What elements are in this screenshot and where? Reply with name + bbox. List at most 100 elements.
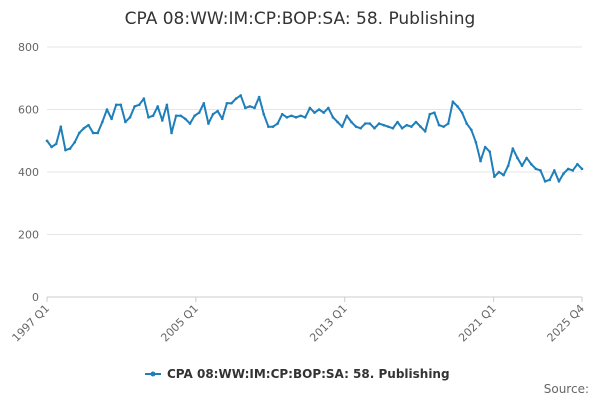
data-point[interactable]: [350, 120, 353, 124]
data-point[interactable]: [437, 123, 441, 127]
data-point[interactable]: [419, 125, 422, 128]
data-point[interactable]: [303, 116, 307, 119]
data-point[interactable]: [225, 101, 229, 105]
data-point[interactable]: [248, 105, 252, 108]
data-point[interactable]: [373, 126, 376, 130]
data-point[interactable]: [54, 142, 58, 146]
data-point[interactable]: [151, 114, 155, 118]
data-point[interactable]: [414, 120, 418, 124]
data-point[interactable]: [543, 180, 547, 183]
data-point[interactable]: [128, 116, 132, 119]
data-point[interactable]: [442, 125, 445, 128]
data-point[interactable]: [179, 114, 183, 118]
data-point[interactable]: [257, 95, 261, 99]
data-point[interactable]: [211, 112, 215, 116]
data-point[interactable]: [405, 123, 409, 127]
data-point[interactable]: [133, 105, 136, 108]
data-point[interactable]: [285, 116, 289, 119]
data-point[interactable]: [59, 125, 63, 128]
data-point[interactable]: [511, 147, 515, 150]
data-point[interactable]: [396, 120, 399, 124]
data-point[interactable]: [294, 116, 298, 119]
data-point[interactable]: [244, 106, 247, 110]
data-point[interactable]: [68, 147, 72, 150]
data-point[interactable]: [170, 131, 173, 135]
data-point[interactable]: [354, 125, 358, 128]
data-point[interactable]: [271, 125, 275, 128]
data-point[interactable]: [382, 123, 385, 127]
data-point[interactable]: [506, 164, 510, 168]
data-point[interactable]: [580, 167, 584, 171]
data-point[interactable]: [308, 106, 312, 110]
data-point[interactable]: [73, 141, 76, 144]
data-point[interactable]: [548, 178, 552, 182]
data-point[interactable]: [340, 125, 344, 128]
data-point[interactable]: [562, 172, 565, 175]
data-point[interactable]: [363, 122, 367, 125]
data-point[interactable]: [345, 114, 349, 118]
data-point[interactable]: [64, 148, 67, 152]
data-point[interactable]: [101, 120, 104, 124]
data-point[interactable]: [50, 145, 53, 149]
data-point[interactable]: [423, 130, 427, 133]
data-point[interactable]: [174, 114, 178, 118]
data-point[interactable]: [96, 131, 100, 135]
data-point[interactable]: [553, 169, 556, 172]
data-point[interactable]: [516, 156, 519, 160]
data-point[interactable]: [220, 117, 224, 121]
legend[interactable]: CPA 08:WW:IM:CP:BOP:SA: 58. Publishing: [145, 367, 450, 381]
data-point[interactable]: [322, 111, 326, 114]
data-point[interactable]: [520, 164, 524, 168]
data-point[interactable]: [433, 111, 436, 114]
data-point[interactable]: [156, 105, 159, 108]
data-point[interactable]: [239, 94, 243, 97]
data-point[interactable]: [525, 156, 528, 160]
data-point[interactable]: [276, 122, 279, 125]
data-point[interactable]: [230, 101, 233, 105]
data-point[interactable]: [299, 114, 302, 118]
data-point[interactable]: [124, 120, 127, 124]
data-point[interactable]: [147, 116, 150, 119]
data-point[interactable]: [470, 128, 473, 132]
data-point[interactable]: [114, 103, 118, 107]
data-point[interactable]: [391, 126, 395, 130]
data-point[interactable]: [488, 150, 492, 153]
data-point[interactable]: [142, 97, 146, 100]
data-point[interactable]: [410, 125, 413, 128]
data-point[interactable]: [483, 145, 487, 149]
data-point[interactable]: [460, 111, 464, 114]
data-point[interactable]: [474, 141, 478, 144]
data-point[interactable]: [465, 122, 468, 125]
data-point[interactable]: [456, 105, 459, 108]
data-point[interactable]: [165, 103, 169, 107]
data-point[interactable]: [119, 103, 123, 107]
data-point[interactable]: [267, 125, 270, 128]
data-point[interactable]: [262, 112, 266, 116]
data-point[interactable]: [91, 131, 95, 135]
data-point[interactable]: [234, 97, 238, 100]
data-point[interactable]: [161, 119, 164, 122]
data-point[interactable]: [386, 125, 390, 128]
data-point[interactable]: [110, 117, 113, 121]
data-point[interactable]: [446, 122, 450, 125]
data-point[interactable]: [571, 169, 575, 172]
data-point[interactable]: [493, 175, 496, 178]
data-point[interactable]: [202, 101, 206, 105]
data-point[interactable]: [184, 117, 187, 121]
data-point[interactable]: [253, 106, 256, 110]
data-point[interactable]: [497, 170, 501, 174]
data-point[interactable]: [216, 109, 219, 113]
data-point[interactable]: [290, 114, 293, 118]
data-point[interactable]: [197, 111, 201, 114]
data-point[interactable]: [368, 122, 372, 125]
data-point[interactable]: [317, 108, 321, 111]
data-point[interactable]: [82, 126, 86, 130]
data-point[interactable]: [359, 126, 362, 130]
data-point[interactable]: [557, 180, 561, 183]
data-point[interactable]: [105, 108, 109, 111]
data-point[interactable]: [428, 112, 432, 116]
data-point[interactable]: [400, 126, 404, 130]
data-point[interactable]: [193, 114, 196, 118]
data-point[interactable]: [566, 167, 570, 171]
data-point[interactable]: [331, 116, 335, 119]
